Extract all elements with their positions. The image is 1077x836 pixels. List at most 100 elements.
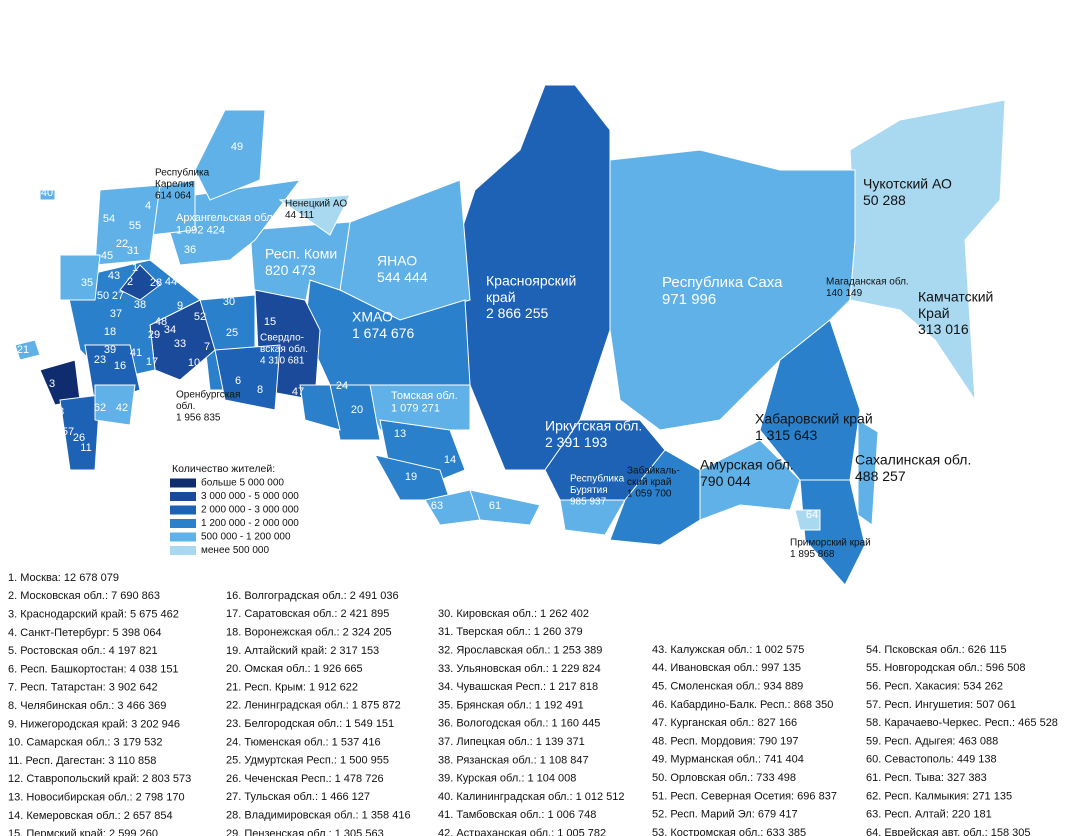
map-label: вская обл. (260, 343, 308, 355)
region (299, 384, 341, 431)
population-list-item: 7. Респ. Татарстан: 3 902 642 (8, 682, 158, 694)
region-number: 26 (73, 432, 85, 444)
population-list-item: 62. Респ. Калмыкия: 271 135 (866, 790, 1012, 802)
region-number: 9 (177, 300, 183, 312)
population-list-item: 27. Тульская обл.: 1 466 127 (226, 791, 370, 803)
population-list-item: 40. Калининградская обл.: 1 012 512 (438, 791, 625, 803)
map-label: Красноярский (486, 273, 576, 289)
population-list-item: 49. Мурманская обл.: 741 404 (652, 754, 804, 766)
region-number: 33 (174, 338, 186, 350)
map-label: Свердло- (260, 333, 304, 344)
population-list-item: 13. Новосибирская обл.: 2 798 170 (8, 792, 185, 804)
region-number: 45 (101, 250, 113, 262)
population-list-item: 31. Тверская обл.: 1 260 379 (438, 626, 583, 638)
population-list-item: 38. Рязанская обл.: 1 108 847 (438, 754, 589, 766)
population-list-item: 22. Ленинградская обл.: 1 875 872 (226, 700, 401, 712)
population-list-item: 64. Еврейская авт. обл.: 158 305 (866, 827, 1031, 836)
map-label: 488 257 (855, 468, 906, 484)
population-list-item: 9. Нижегородская край: 3 202 946 (8, 718, 180, 730)
region-number: 62 (94, 402, 106, 414)
region (59, 254, 101, 301)
region-number: 2 (127, 276, 133, 288)
map-label: 1 059 700 (627, 489, 672, 500)
region-number: 24 (336, 380, 348, 392)
population-list-item: 5. Ростовская обл.: 4 197 821 (8, 645, 158, 657)
region (794, 509, 821, 531)
region-number: 29 (148, 329, 160, 341)
region (799, 479, 866, 586)
region-number: 58 (52, 406, 64, 418)
map-label: 1 956 835 (176, 413, 221, 424)
region (119, 264, 161, 301)
region (559, 499, 626, 536)
population-list-item: 2. Московская обл.: 7 690 863 (8, 590, 160, 602)
map-label: Томская обл. (391, 390, 458, 402)
map-label: Республика Саха (662, 274, 783, 291)
region-number: 8 (257, 384, 263, 396)
map-label: 1 315 643 (755, 427, 817, 443)
map-label: Край (918, 305, 950, 321)
legend-label: менее 500 000 (201, 545, 269, 556)
map-label: край (486, 289, 516, 305)
region-number: 32 (158, 257, 170, 269)
region (857, 419, 879, 526)
map-label: ский край (627, 477, 671, 488)
map-label: 1 895 868 (790, 549, 835, 560)
legend-swatch (170, 505, 196, 515)
region-number: 54 (103, 213, 115, 225)
region-number: 37 (110, 308, 122, 320)
region-number: 11 (80, 442, 91, 454)
map-label: 4 310 681 (260, 356, 305, 367)
region-number: 34 (164, 324, 176, 336)
region-number: 13 (394, 428, 406, 440)
map-label: Архангельская обл. (176, 212, 276, 224)
region-number: 53 (186, 273, 198, 285)
population-list-item: 45. Смоленская обл.: 934 889 (652, 681, 803, 693)
region-number: 30 (223, 296, 235, 308)
region-number: 7 (204, 341, 210, 353)
population-list-item: 4. Санкт-Петербург: 5 398 064 (8, 627, 162, 639)
map-label: 1 674 676 (352, 325, 414, 341)
population-list-item: 55. Новгородская обл.: 596 508 (866, 662, 1026, 674)
population-list-item: 34. Чувашская Респ.: 1 217 818 (438, 681, 598, 693)
region-number: 48 (155, 316, 167, 328)
map-label: Магаданская обл. (826, 276, 909, 288)
map-label: Республика (155, 167, 210, 179)
region-number: 43 (108, 270, 120, 282)
map-label: Оренбургская (176, 389, 240, 401)
population-list-item: 33. Ульяновская обл.: 1 229 824 (438, 663, 601, 675)
population-list-item: 10. Самарская обл.: 3 179 532 (8, 737, 162, 749)
region-number: 61 (489, 500, 501, 512)
population-list-item: 19. Алтайский край: 2 317 153 (226, 645, 379, 657)
population-list-item: 6. Респ. Башкортостан: 4 038 151 (8, 663, 179, 675)
population-list-item: 43. Калужская обл.: 1 002 575 (652, 644, 804, 656)
map-label: 544 444 (377, 269, 428, 285)
map-label: 140 149 (826, 288, 863, 299)
population-list-item: 42. Астраханская обл.: 1 005 782 (438, 828, 606, 836)
region-number: 31 (127, 245, 139, 257)
map-label: 2 866 255 (486, 305, 548, 321)
region (278, 194, 351, 236)
population-list-item: 48. Респ. Мордовия: 790 197 (652, 735, 799, 747)
map-label: 1 079 271 (391, 403, 440, 415)
region-number: 14 (444, 454, 456, 466)
map-label: Приморский край (790, 538, 871, 549)
region-number: 12 (99, 424, 111, 436)
region-number: 17 (146, 356, 158, 368)
region-number: 47 (292, 386, 304, 398)
map-label: Респ. Коми (265, 246, 337, 262)
region-number: 55 (129, 220, 141, 232)
region-number: 23 (94, 354, 106, 366)
region-number: 41 (130, 347, 142, 359)
map-label: 971 996 (662, 291, 716, 308)
legend-swatch (170, 478, 196, 488)
population-list-item: 58. Карачаево-Черкес. Респ.: 465 528 (866, 717, 1058, 729)
region-number: 27 (112, 290, 124, 302)
population-list-item: 12. Ставропольский край: 2 803 573 (8, 773, 191, 785)
map-label: Забайкаль- (627, 465, 680, 477)
map-label: обл. (176, 400, 195, 412)
population-list-item: 17. Саратовская обл.: 2 421 895 (226, 608, 389, 620)
population-list-item: 8. Челябинская обл.: 3 466 369 (8, 700, 166, 712)
population-list-item: 15. Пермский край: 2 599 260 (8, 828, 158, 836)
